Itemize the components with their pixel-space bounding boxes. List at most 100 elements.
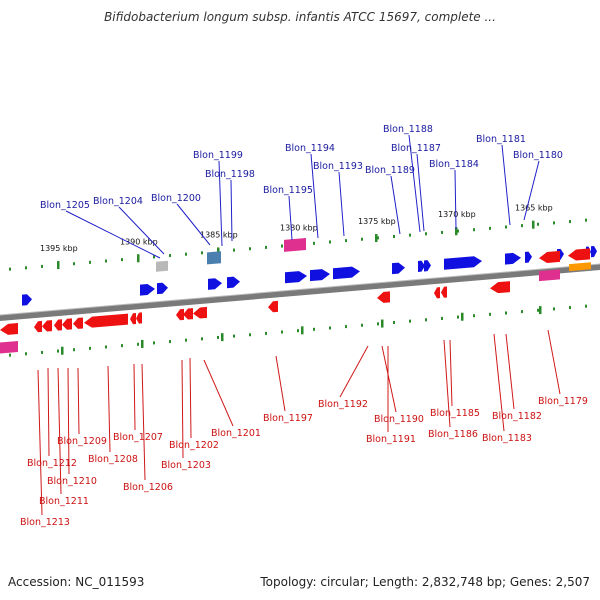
inner-minor-tick — [505, 311, 507, 315]
inner-minor-tick — [105, 345, 107, 349]
reverse-gene-label: Blon_1203 — [161, 460, 211, 471]
forward-gene-label: Blon_1205 — [40, 200, 90, 211]
inner-major-tick — [301, 326, 304, 335]
forward-gene — [591, 246, 597, 258]
forward-gene — [392, 262, 405, 275]
forward-gene — [227, 276, 240, 289]
outer-minor-tick — [537, 222, 539, 226]
forward-label-connector — [454, 169, 457, 230]
inner-minor-tick — [457, 315, 459, 319]
outer-minor-tick — [9, 267, 11, 271]
reverse-label-connector — [133, 363, 136, 431]
reverse-gene-label: Blon_1186 — [428, 429, 478, 440]
reverse-gene-label: Blon_1201 — [211, 428, 261, 439]
rna-gene — [284, 237, 306, 252]
forward-label-connector — [218, 160, 223, 247]
outer-minor-tick — [409, 233, 411, 237]
inner-major-tick — [141, 339, 144, 348]
outer-minor-tick — [41, 264, 43, 268]
gray-gene — [156, 260, 168, 272]
inner-minor-tick — [521, 310, 523, 314]
reverse-label-connector — [381, 345, 397, 413]
inner-minor-tick — [425, 318, 427, 322]
reverse-gene — [84, 313, 128, 328]
reverse-label-connector — [505, 333, 515, 410]
reverse-label-connector — [141, 363, 146, 481]
reverse-gene — [130, 312, 136, 325]
reverse-label-connector — [189, 357, 192, 439]
forward-gene — [505, 252, 521, 265]
reverse-gene-label: Blon_1192 — [318, 399, 368, 410]
reverse-gene — [539, 250, 560, 264]
outer-minor-tick — [249, 247, 251, 251]
inner-minor-tick — [217, 335, 219, 339]
reverse-label-connector — [339, 345, 369, 398]
outer-minor-tick — [393, 235, 395, 239]
outer-minor-tick — [201, 251, 203, 255]
outer-minor-tick — [569, 220, 571, 224]
rna-gene — [0, 340, 18, 354]
outer-major-tick — [375, 234, 378, 243]
inner-minor-tick — [537, 308, 539, 312]
inner-minor-tick — [153, 341, 155, 345]
reverse-gene — [441, 286, 447, 298]
rna-gene — [539, 269, 560, 282]
scale-tick-label: 1365 kbp — [515, 204, 553, 213]
outer-minor-tick — [553, 221, 555, 225]
outer-minor-tick — [585, 218, 587, 222]
forward-gene-label: Blon_1181 — [476, 134, 526, 145]
outer-minor-tick — [105, 259, 107, 263]
forward-gene-label: Blon_1199 — [193, 150, 243, 161]
outer-minor-tick — [281, 244, 283, 248]
forward-gene — [444, 256, 482, 270]
outer-minor-tick — [457, 229, 459, 233]
inner-minor-tick — [25, 352, 27, 356]
reverse-gene — [34, 320, 42, 333]
outer-minor-tick — [89, 260, 91, 264]
forward-gene — [285, 271, 307, 284]
scale-tick-label: 1390 kbp — [120, 237, 158, 246]
reverse-gene-label: Blon_1179 — [538, 396, 588, 407]
inner-major-tick — [221, 333, 224, 342]
forward-gene — [140, 283, 155, 296]
inner-minor-tick — [201, 337, 203, 341]
reverse-gene-label: Blon_1211 — [39, 496, 89, 507]
outer-minor-tick — [521, 224, 523, 228]
inner-minor-tick — [233, 334, 235, 338]
reverse-gene-label: Blon_1183 — [482, 433, 532, 444]
reverse-gene — [176, 308, 184, 321]
accession-text: Accession: NC_011593 — [8, 575, 145, 589]
outer-minor-tick — [329, 240, 331, 244]
forward-label-connector — [118, 206, 165, 255]
scale-tick-label: 1380 kbp — [280, 224, 318, 233]
inner-minor-tick — [329, 326, 331, 330]
forward-gene — [208, 278, 222, 290]
reverse-gene-label: Blon_1213 — [20, 517, 70, 528]
inner-minor-tick — [553, 307, 555, 311]
outer-minor-tick — [233, 248, 235, 252]
inner-major-tick — [61, 346, 64, 355]
outer-minor-tick — [265, 245, 267, 249]
forward-label-connector — [176, 203, 211, 246]
outer-minor-tick — [377, 236, 379, 240]
highlighted-gene — [207, 251, 221, 265]
forward-label-connector — [338, 171, 345, 237]
reverse-gene-label: Blon_1182 — [492, 411, 542, 422]
inner-minor-tick — [73, 348, 75, 352]
outer-minor-tick — [25, 266, 27, 270]
reverse-gene-label: Blon_1210 — [47, 476, 97, 487]
reverse-label-connector — [57, 367, 62, 495]
inner-major-tick — [381, 319, 384, 328]
inner-minor-tick — [297, 329, 299, 333]
reverse-label-connector — [47, 367, 50, 457]
outer-major-tick — [532, 220, 535, 229]
reverse-gene-label: Blon_1212 — [27, 458, 77, 469]
inner-minor-tick — [169, 340, 171, 344]
map-title: Bifidobacterium longum subsp. infantis A… — [104, 10, 496, 24]
forward-gene — [333, 266, 360, 280]
inner-minor-tick — [9, 353, 11, 357]
reverse-gene — [42, 320, 52, 332]
outer-minor-tick — [169, 254, 171, 258]
forward-gene — [157, 282, 168, 295]
